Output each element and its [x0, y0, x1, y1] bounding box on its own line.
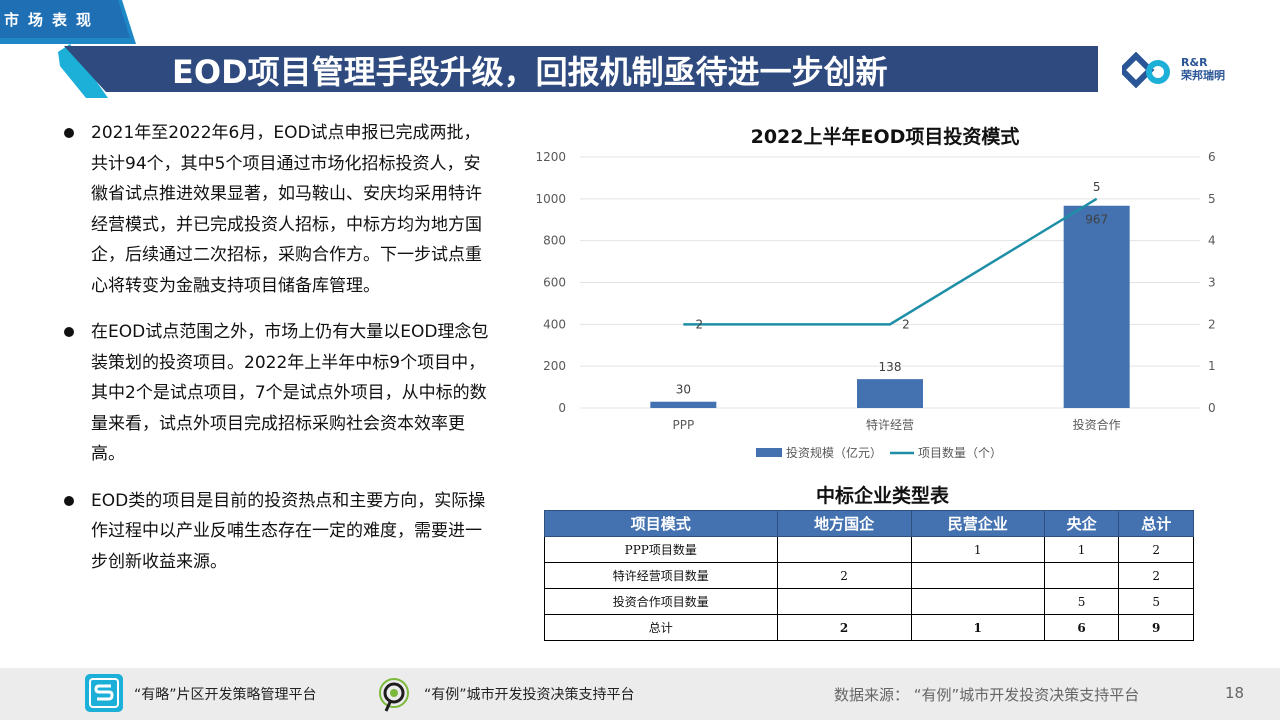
bar-data-label: 30	[676, 383, 691, 397]
table-row: PPP项目数量 1 1 2	[544, 536, 1194, 563]
bid-company-table: 项目模式 地方国企 民营企业 央企 总计 PPP项目数量 1 1 2 特许经营项…	[544, 510, 1194, 641]
data-source: 数据来源： “有例”城市开发投资决策支持平台	[834, 686, 1140, 704]
table-cell: 1	[1043, 536, 1120, 563]
legend-swatch-bar	[756, 448, 782, 457]
bar	[1063, 205, 1130, 408]
legend-label: 项目数量（个）	[918, 445, 1002, 460]
table-cell: PPP项目数量	[544, 536, 778, 563]
y-axis-tick-label: 200	[543, 359, 566, 373]
bullet-item: 在EOD试点范围之外，市场上仍有大量以EOD理念包装策划的投资项目。2022年上…	[60, 317, 490, 470]
page-number: 18	[1225, 684, 1245, 702]
line-data-label: 2	[902, 317, 910, 331]
footer-bar	[0, 668, 1280, 720]
bullet-dot-icon	[64, 495, 74, 506]
y-axis-tick-label: 800	[543, 234, 566, 248]
bar	[650, 401, 717, 408]
y2-axis-tick-label: 2	[1208, 317, 1216, 331]
y2-axis-tick-label: 5	[1208, 192, 1216, 206]
table-cell: 2	[776, 614, 912, 641]
y-axis-tick-label: 0	[558, 401, 566, 415]
youlue-platform-label: “有略”片区开发策略管理平台	[134, 687, 317, 703]
line-data-label: 5	[1093, 180, 1101, 194]
legend-label: 投资规模（亿元）	[786, 445, 882, 460]
table-cell: 特许经营项目数量	[544, 562, 778, 589]
table-cell: 6	[1043, 614, 1120, 641]
youli-platform-label: “有例”城市开发投资决策支持平台	[424, 687, 635, 703]
line-data-label: 2	[696, 317, 704, 331]
table-cell	[910, 562, 1045, 589]
title-banner	[0, 0, 1098, 98]
table-header-cell: 总计	[1118, 510, 1194, 537]
company-logo-text: R&R 荣邦瑞明	[1181, 56, 1225, 82]
table-cell: 总计	[544, 614, 778, 641]
y-axis-tick-label: 1200	[535, 150, 566, 164]
table-cell	[910, 588, 1045, 615]
table-cell: 1	[910, 536, 1045, 563]
table-cell: 5	[1043, 588, 1120, 615]
table-cell	[1043, 562, 1120, 589]
bar	[857, 379, 923, 408]
x-axis-tick-label: PPP	[672, 418, 694, 432]
series-line	[683, 197, 1098, 326]
youli-platform-icon	[379, 678, 409, 712]
table-header-cell: 地方国企	[776, 510, 912, 537]
bullet-item: 2021年至2022年6月，EOD试点申报已完成两批，共计94个，其中5个项目通…	[60, 118, 490, 301]
y2-axis-tick-label: 1	[1208, 359, 1216, 373]
y2-axis-tick-label: 0	[1208, 401, 1216, 415]
table-title: 中标企业类型表	[815, 485, 949, 507]
chart-title: 2022上半年EOD项目投资模式	[750, 126, 1020, 148]
bullet-dot-icon	[64, 327, 74, 337]
y2-axis-tick-label: 6	[1208, 150, 1216, 164]
table-cell	[776, 588, 912, 615]
bar-data-label: 967	[1085, 213, 1108, 227]
table-header-cell: 民营企业	[910, 510, 1045, 537]
bullet-dot-icon	[64, 128, 74, 138]
table-cell: 2	[776, 562, 912, 589]
table-header-cell: 央企	[1043, 510, 1120, 537]
table-row: 投资合作项目数量 5 5	[544, 588, 1194, 615]
table-cell	[776, 536, 912, 563]
table-total-row: 总计 2 1 6 9	[544, 614, 1194, 641]
bullet-list: 2021年至2022年6月，EOD试点申报已完成两批，共计94个，其中5个项目通…	[60, 118, 490, 593]
table-header-row: 项目模式 地方国企 民营企业 央企 总计	[544, 510, 1194, 537]
y-axis-tick-label: 1000	[535, 192, 566, 206]
company-logo-icon	[1122, 52, 1170, 88]
table-cell: 1	[910, 614, 1045, 641]
y2-axis-tick-label: 4	[1208, 234, 1216, 248]
investment-mode-chart: 0 200 400 600 800 1000 1200 0 1 2 3 4 5 6 30 138 967 2 2 5 P…	[535, 150, 1216, 460]
page-title: EOD项目管理手段升级，回报机制亟待进一步创新	[172, 53, 888, 91]
table-cell: 9	[1118, 614, 1194, 641]
bar-data-label: 138	[879, 360, 902, 374]
table-cell: 2	[1118, 536, 1194, 563]
table-header-cell: 项目模式	[544, 510, 778, 537]
youlue-platform-icon	[85, 674, 123, 712]
y-axis-tick-label: 600	[543, 276, 566, 290]
x-axis-tick-label: 投资合作	[1073, 417, 1121, 432]
bullet-item: EOD类的项目是目前的投资热点和主要方向，实际操作过程中以产业反哺生态存在一定的…	[60, 486, 490, 578]
x-axis-tick-label: 特许经营	[866, 417, 914, 432]
table-row: 特许经营项目数量 2 2	[544, 562, 1194, 589]
y2-axis-tick-label: 3	[1208, 276, 1216, 290]
section-tag: 市场表现	[4, 11, 101, 29]
y-axis-tick-label: 400	[543, 317, 566, 331]
table-cell: 2	[1118, 562, 1194, 589]
table-cell: 投资合作项目数量	[544, 588, 778, 615]
table-cell: 5	[1118, 588, 1194, 615]
